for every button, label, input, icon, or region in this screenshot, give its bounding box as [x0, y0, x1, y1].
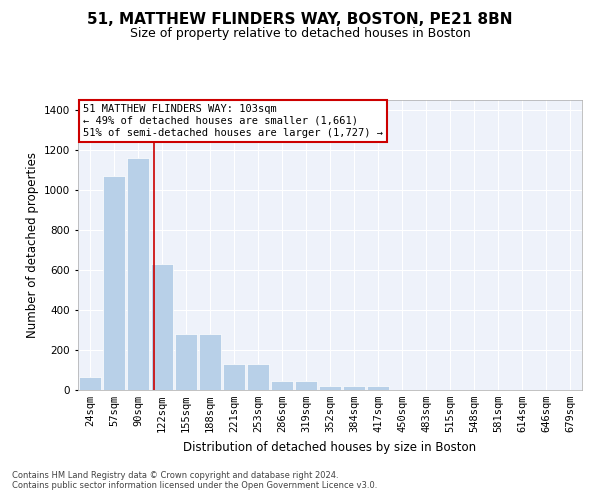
Bar	[103, 176, 125, 390]
Text: Size of property relative to detached houses in Boston: Size of property relative to detached ho…	[130, 28, 470, 40]
Bar	[271, 381, 293, 390]
Bar	[127, 158, 149, 390]
Y-axis label: Number of detached properties: Number of detached properties	[26, 152, 38, 338]
X-axis label: Distribution of detached houses by size in Boston: Distribution of detached houses by size …	[184, 440, 476, 454]
Text: 51 MATTHEW FLINDERS WAY: 103sqm
← 49% of detached houses are smaller (1,661)
51%: 51 MATTHEW FLINDERS WAY: 103sqm ← 49% of…	[83, 104, 383, 138]
Bar	[295, 381, 317, 390]
Bar	[175, 334, 197, 390]
Bar	[151, 264, 173, 390]
Text: 51, MATTHEW FLINDERS WAY, BOSTON, PE21 8BN: 51, MATTHEW FLINDERS WAY, BOSTON, PE21 8…	[87, 12, 513, 28]
Bar	[247, 364, 269, 390]
Bar	[199, 334, 221, 390]
Bar	[223, 364, 245, 390]
Bar	[343, 386, 365, 390]
Bar	[79, 377, 101, 390]
Bar	[319, 386, 341, 390]
Text: Contains HM Land Registry data © Crown copyright and database right 2024.
Contai: Contains HM Land Registry data © Crown c…	[12, 470, 377, 490]
Bar	[367, 386, 389, 390]
